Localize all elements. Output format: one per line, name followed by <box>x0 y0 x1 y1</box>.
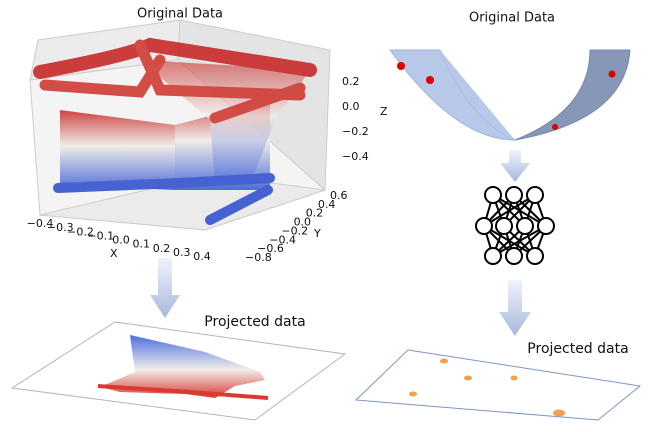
projection-title: Projected data <box>527 341 628 357</box>
z-tick-label: 0.0 <box>342 100 360 113</box>
manifold-right <box>515 50 630 140</box>
y-tick-label: −0.8 <box>245 251 272 264</box>
x-label: X <box>110 247 118 260</box>
x-tick-label: 0.0 <box>112 234 130 247</box>
figure: Original Data −0.4−0.3−0.2−0.10.00.10.20… <box>0 0 652 432</box>
z-label: Z <box>380 105 388 118</box>
y-label: Y <box>313 227 321 240</box>
nn-node <box>527 248 543 264</box>
title: Original Data <box>469 11 555 26</box>
nn-node <box>538 218 554 234</box>
nn-node <box>476 218 492 234</box>
projection-title: Projected data <box>204 314 305 330</box>
title: Original Data <box>137 7 223 22</box>
nn-node <box>527 187 543 203</box>
plane <box>356 350 640 420</box>
x-tick-label: 0.4 <box>193 250 211 263</box>
nn-node <box>485 248 501 264</box>
neural-net-icon <box>476 187 554 264</box>
nn-node <box>506 187 522 203</box>
x-tick-label: 0.3 <box>173 246 191 259</box>
nn-node <box>496 218 512 234</box>
nn-node <box>485 187 501 203</box>
nn-node <box>506 248 522 264</box>
x-tick-label: 0.1 <box>133 238 151 251</box>
z-tick-label: −0.4 <box>342 150 369 163</box>
x-tick-label: −0.1 <box>87 229 114 242</box>
z-tick-label: −0.2 <box>342 125 369 138</box>
z-tick-label: 0.2 <box>342 75 360 88</box>
nn-node <box>517 218 533 234</box>
x-tick-label: 0.2 <box>153 242 171 255</box>
